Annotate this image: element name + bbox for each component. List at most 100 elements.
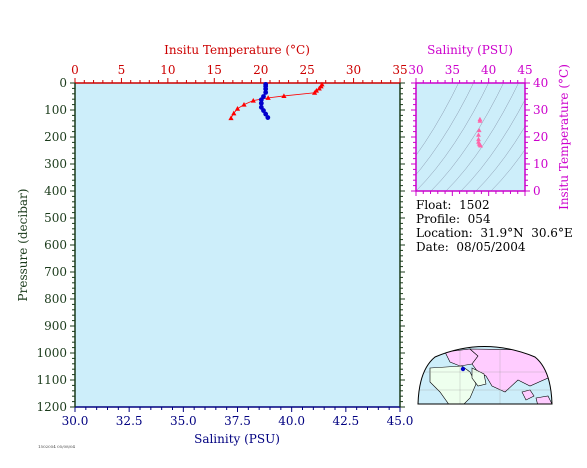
temperature-point [231, 110, 237, 116]
temperature-tick-label: 25 [300, 63, 315, 77]
density-contour [416, 83, 474, 175]
profile-plot-area [75, 83, 400, 407]
pressure-tick-label: 1100 [36, 373, 67, 387]
salinity-tick-label: 35.0 [170, 414, 197, 428]
temperature-point [311, 90, 318, 95]
temperature-point [250, 97, 256, 103]
pressure-tick-label: 100 [44, 103, 67, 117]
info-profile-label: Profile: [416, 212, 461, 226]
pressure-tick-label: 0 [59, 76, 67, 90]
ts-temperature-tick-label: 20 [533, 130, 548, 144]
ts-point [476, 136, 481, 142]
location-map [417, 346, 553, 405]
temperature-point [228, 115, 234, 121]
pressure-tick-label: 1000 [36, 346, 67, 360]
pressure-axis: 0 100 200 300 400 500 600 700 800 900 1000 1100 1200 [36, 76, 405, 414]
density-contours [416, 83, 525, 191]
pressure-tick-label: 1200 [36, 400, 67, 414]
ts-salinity-tick-label: 40 [481, 63, 496, 77]
salinity-tick-label: 37.5 [224, 414, 251, 428]
salinity-point [265, 115, 271, 120]
float-location-marker [460, 366, 466, 372]
temperature-point [281, 93, 287, 99]
map-land-islands [521, 389, 535, 401]
salinity-tick-label: 40.0 [278, 414, 305, 428]
salinity-axis: 30.0 32.5 35.0 37.5 40.0 42.5 45.0 [62, 406, 414, 428]
salinity-tick-label: 30.0 [62, 414, 89, 428]
pressure-axis-label: Pressure (decibar) [16, 189, 30, 302]
info-location-value: 31.9°N 30.6°E [480, 226, 573, 240]
temperature-point [265, 95, 271, 100]
pressure-tick-label: 200 [44, 130, 67, 144]
ts-temperature-tick-label: 0 [533, 184, 541, 198]
temperature-tick-label: 0 [71, 63, 79, 77]
profile-chart: 0 5 10 15 20 25 30 35 30.0 32.5 35.0 37.5 40.0 42.5 4… [16, 43, 413, 446]
footer-text: 1502054 05/08/04 [38, 444, 76, 449]
temperature-tick-label: 15 [207, 63, 222, 77]
temperature-tick-label: 35 [392, 63, 407, 77]
density-contour [445, 83, 519, 191]
info-location-label: Location: [416, 226, 473, 240]
pressure-tick-label: 700 [44, 265, 67, 279]
temperature-tick-label: 5 [118, 63, 126, 77]
salinity-point [261, 108, 266, 113]
ts-salinity-tick-label: 30 [408, 63, 423, 77]
ts-temperature-axis-label: Insitu Temperature (°C) [557, 64, 571, 210]
map-land-asia [469, 348, 552, 393]
map-land-arabia [471, 367, 487, 387]
ts-series [476, 116, 484, 148]
info-float-value: 1502 [459, 198, 490, 212]
density-contour [430, 83, 504, 191]
ts-salinity-tick-label: 45 [517, 63, 532, 77]
pressure-tick-label: 500 [44, 211, 67, 225]
temperature-point [234, 106, 241, 111]
salinity-tick-label: 42.5 [332, 414, 359, 428]
temperature-tick-label: 30 [346, 63, 361, 77]
map-outline [417, 346, 553, 405]
salinity-point [263, 90, 269, 95]
info-float: Float: 1502 [416, 198, 490, 212]
temperature-tick-label: 10 [160, 63, 175, 77]
info-date-label: Date: [416, 240, 449, 254]
ts-point [478, 143, 484, 148]
temperature-point [316, 85, 322, 91]
salinity-point [263, 111, 269, 117]
profile-series [228, 81, 325, 121]
salinity-tick-label: 45.0 [387, 414, 414, 428]
ts-salinity-tick-label: 35 [445, 63, 460, 77]
temperature-axis-label: Insitu Temperature (°C) [164, 43, 310, 57]
salinity-point [258, 100, 264, 106]
ts-temperature-tick-label: 40 [533, 76, 548, 90]
info-profile-value: 054 [467, 212, 491, 226]
density-contour [475, 125, 525, 191]
temperature-point [241, 102, 247, 107]
pressure-tick-label: 400 [44, 184, 67, 198]
salinity-axis-label: Salinity (PSU) [194, 432, 280, 446]
density-contour [490, 149, 525, 191]
salinity-point [258, 97, 264, 103]
ts-point [476, 127, 482, 133]
salinity-tick-label: 32.5 [116, 414, 143, 428]
ts-point [476, 132, 481, 137]
info-float-label: Float: [416, 198, 452, 212]
temperature-tick-label: 20 [253, 63, 268, 77]
info-profile: Profile: 054 [416, 212, 491, 226]
ts-plot-area [416, 83, 525, 191]
ts-salinity-axis-label: Salinity (PSU) [427, 43, 513, 57]
info-date-value: 08/05/2004 [456, 240, 526, 254]
info-location: Location: 31.9°N 30.6°E [416, 226, 573, 240]
ts-point [477, 118, 483, 123]
pressure-tick-label: 900 [44, 319, 67, 333]
map-land-africa [429, 365, 477, 404]
density-contour [460, 99, 525, 191]
temperature-axis: 0 5 10 15 20 25 30 35 [71, 63, 408, 84]
pressure-tick-label: 800 [44, 292, 67, 306]
ts-temperature-tick-label: 10 [533, 157, 548, 171]
pressure-tick-label: 300 [44, 157, 67, 171]
density-contour [416, 83, 459, 156]
salinity-point [263, 86, 269, 92]
ts-temperature-tick-label: 30 [533, 103, 548, 117]
